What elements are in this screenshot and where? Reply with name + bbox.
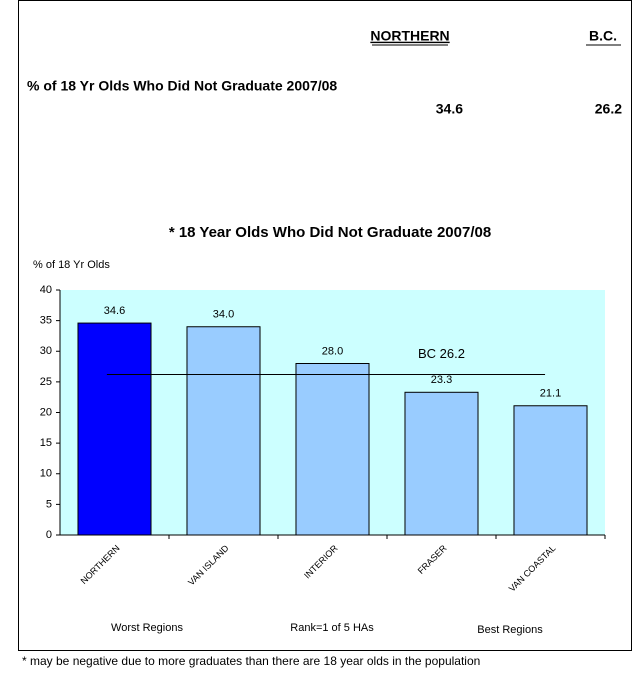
bar — [77, 322, 152, 536]
y-tick-label: 40 — [40, 284, 52, 296]
bc-value: 26.2 — [595, 101, 622, 117]
bar — [186, 326, 261, 536]
value-label: 28.0 — [322, 345, 343, 357]
y-tick-label: 25 — [40, 376, 52, 388]
value-label: 21.1 — [540, 388, 561, 400]
y-tick-label: 5 — [46, 498, 52, 510]
northern-value: 34.6 — [436, 101, 463, 117]
chart-title: * 18 Year Olds Who Did Not Graduate 2007… — [169, 224, 491, 241]
y-tick-label: 35 — [40, 315, 52, 327]
x-tick-label: NORTHERN — [79, 543, 122, 586]
x-tick-label: INTERIOR — [302, 543, 340, 581]
col-bc: B.C. — [589, 28, 617, 44]
bar — [404, 391, 479, 536]
footnote: * may be negative due to more graduates … — [22, 654, 480, 668]
x-tick-label: VAN COASTAL — [507, 543, 558, 594]
col-northern: NORTHERN — [370, 28, 449, 44]
y-tick-label: 30 — [40, 345, 52, 357]
row-label: % of 18 Yr Olds Who Did Not Graduate 200… — [27, 78, 337, 94]
bar — [295, 363, 370, 536]
x-tick-label: VAN ISLAND — [186, 543, 231, 588]
reference-label: BC 26.2 — [418, 346, 465, 361]
y-tick-label: 15 — [40, 437, 52, 449]
y-tick-label: 20 — [40, 406, 52, 418]
annotation: Worst Regions — [111, 622, 183, 634]
frame — [18, 0, 632, 651]
y-tick-label: 10 — [40, 468, 52, 480]
annotation: Rank=1 of 5 HAs — [290, 622, 374, 634]
bar — [513, 405, 588, 536]
value-label: 34.0 — [213, 309, 234, 321]
y-label: % of 18 Yr Olds — [33, 259, 110, 271]
annotation: Best Regions — [477, 624, 543, 636]
x-tick-label: FRASER — [416, 543, 449, 576]
value-label: 34.6 — [104, 305, 125, 317]
value-label: 23.3 — [431, 374, 452, 386]
y-tick-label: 0 — [46, 529, 52, 541]
